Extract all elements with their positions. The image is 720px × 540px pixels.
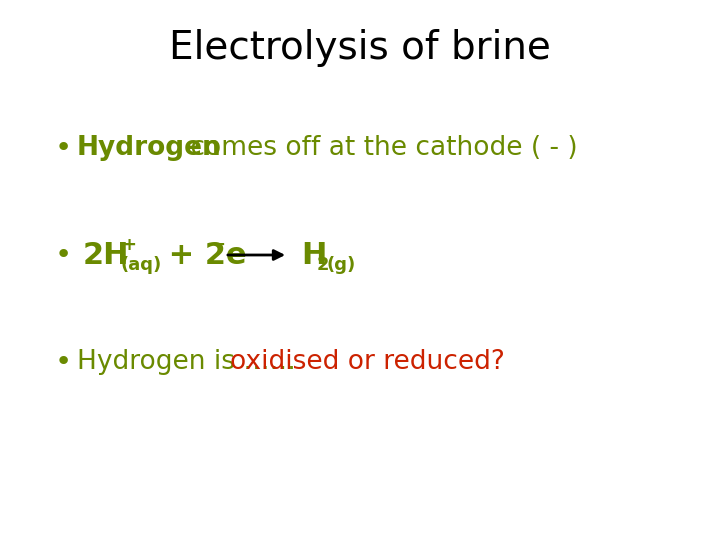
Text: comes off at the cathode ( - ): comes off at the cathode ( - ) <box>182 135 577 161</box>
Text: +: + <box>121 236 136 254</box>
Text: 2: 2 <box>317 256 330 274</box>
Text: −: − <box>210 236 225 254</box>
Text: Hydrogen: Hydrogen <box>77 135 222 161</box>
Text: (g): (g) <box>327 256 356 274</box>
Text: (aq): (aq) <box>121 256 162 274</box>
Text: H: H <box>301 240 326 269</box>
Text: 2H: 2H <box>83 240 130 269</box>
Text: + 2e: + 2e <box>158 240 247 269</box>
Text: •: • <box>55 348 72 376</box>
Text: Electrolysis of brine: Electrolysis of brine <box>169 29 551 67</box>
Text: •: • <box>55 241 72 269</box>
Text: •: • <box>55 134 72 162</box>
Text: oxidised or reduced?: oxidised or reduced? <box>230 349 505 375</box>
Text: Hydrogen is ……: Hydrogen is …… <box>77 349 305 375</box>
